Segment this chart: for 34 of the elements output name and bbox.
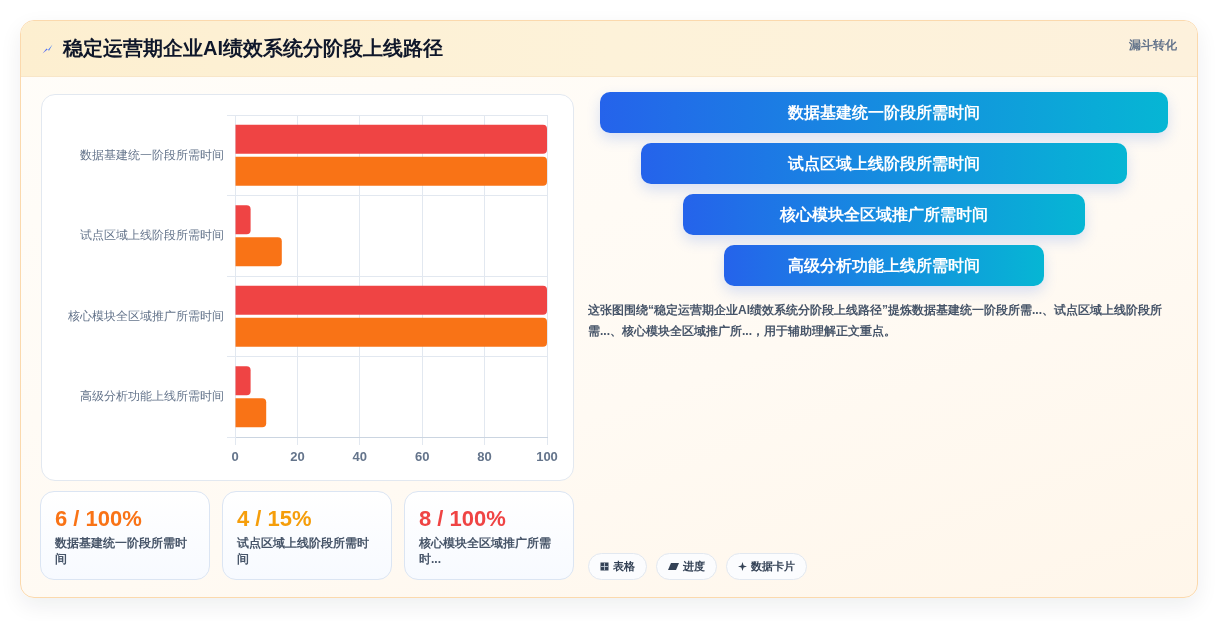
- bar: [235, 285, 547, 315]
- category-label: 核心模块全区域推广所需时间: [682, 194, 1086, 235]
- bar: [235, 124, 547, 154]
- text: 这张图围绕“稳定运营期企业AI绩效系统分阶段上线路径”提炼数据基建统一阶段所需...、试点区域上线阶段所需...、核心模块全区域推广所...，用于辅助理解正文重点。: [588, 302, 1163, 340]
- category-label: 高级分析功能上线所需时间: [724, 245, 1044, 286]
- y-tick-label: 核心模块全区域推广所需时间: [67, 308, 224, 323]
- text: 数据卡片: [751, 560, 795, 573]
- text: 表格: [613, 560, 635, 573]
- x-tick-label: 80: [477, 449, 492, 465]
- text: 漏斗转化: [1129, 37, 1177, 53]
- x-tick-label: 40: [352, 449, 368, 465]
- bar: [235, 398, 267, 428]
- category-label: 试点区域上线阶段所需时间: [641, 143, 1127, 184]
- x-tick-label: 60: [414, 449, 430, 465]
- bar: [235, 205, 251, 235]
- x-tick-label: 20: [290, 449, 305, 465]
- y-tick-label: 数据基建统一阶段所需时间: [80, 147, 224, 162]
- bar: [235, 366, 251, 396]
- text: 4 / 15%: [237, 506, 313, 532]
- text: 6 / 100%: [55, 506, 143, 532]
- x-tick-label: 0: [231, 449, 239, 465]
- text: 核心模块全区域推广所需时...: [419, 535, 552, 567]
- chart-title: 稳定运营期企业AI绩效系统分阶段上线路径: [63, 36, 443, 61]
- text: 进度: [683, 560, 705, 573]
- y-tick-label: 高级分析功能上线所需时间: [80, 389, 224, 404]
- category-label: 数据基建统一阶段所需时间: [600, 92, 1168, 133]
- text: 数据基建统一阶段所需时间: [55, 535, 188, 567]
- text: 8 / 100%: [419, 506, 507, 532]
- x-tick-label: 100: [536, 449, 558, 465]
- bar: [235, 237, 282, 267]
- y-tick-label: 试点区域上线阶段所需时间: [80, 228, 224, 243]
- bar: [235, 317, 547, 347]
- bar: [235, 156, 547, 186]
- text: 试点区域上线阶段所需时间: [237, 535, 370, 567]
